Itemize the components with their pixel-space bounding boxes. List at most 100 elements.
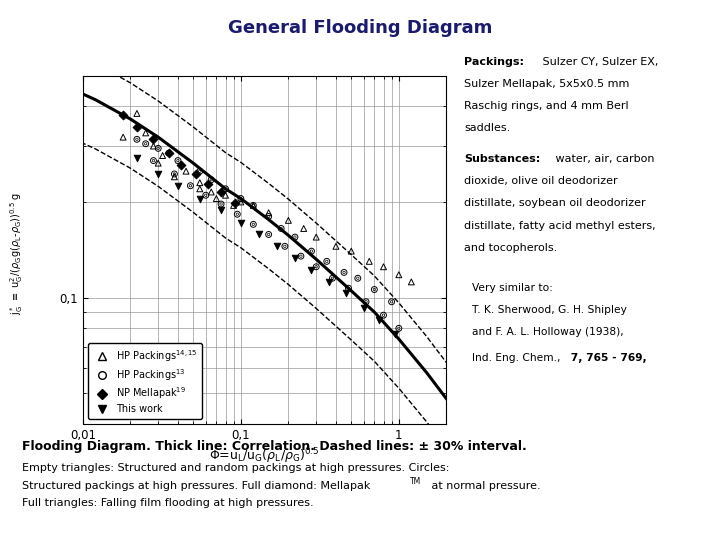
Point — [131, 123, 143, 131]
Legend: HP Packings$^{14,15}$, HP Packings$^{13}$, NP Mellapak$^{19}$, This work: HP Packings$^{14,15}$, HP Packings$^{13}… — [88, 343, 202, 419]
Point — [283, 216, 294, 225]
Point — [205, 176, 217, 184]
Point — [352, 274, 364, 282]
Point — [263, 208, 274, 217]
Point — [230, 199, 241, 208]
Point — [343, 284, 354, 293]
Text: water, air, carbon: water, air, carbon — [552, 154, 654, 164]
Point — [235, 219, 246, 227]
Point — [289, 254, 301, 262]
Point — [346, 247, 357, 255]
Point — [338, 268, 350, 276]
Text: saddles.: saddles. — [464, 123, 510, 133]
Text: Structured packings at high pressures. Full diamond: Mellapak: Structured packings at high pressures. F… — [22, 481, 370, 491]
Point — [117, 133, 129, 141]
Point — [215, 200, 227, 208]
Point — [352, 274, 364, 282]
Text: and F. A. L. Holloway (1938),: and F. A. L. Holloway (1938), — [472, 327, 624, 337]
Point — [185, 181, 197, 190]
Point — [330, 242, 342, 251]
Point — [202, 180, 214, 188]
Point — [172, 156, 184, 165]
Point — [163, 149, 174, 158]
Point — [148, 156, 159, 165]
Point — [340, 289, 351, 298]
Point — [295, 252, 307, 260]
Point — [323, 278, 335, 286]
Point — [168, 170, 180, 178]
Point — [310, 262, 322, 271]
Point — [140, 139, 151, 148]
Point — [263, 230, 274, 239]
Point — [180, 167, 192, 176]
Point — [295, 252, 307, 260]
Point — [148, 156, 159, 165]
Point — [220, 191, 231, 200]
Point — [117, 111, 129, 119]
Point — [168, 172, 180, 181]
Point — [210, 194, 222, 203]
Point — [374, 316, 385, 325]
Text: distillate, soybean oil deodorizer: distillate, soybean oil deodorizer — [464, 198, 646, 208]
Point — [185, 181, 197, 190]
Point — [194, 167, 205, 176]
Text: Substances:: Substances: — [464, 154, 541, 164]
Point — [148, 135, 159, 144]
Point — [271, 242, 283, 251]
Point — [153, 144, 164, 153]
Point — [190, 170, 202, 178]
Point — [289, 233, 301, 241]
Point — [153, 170, 164, 178]
Point — [215, 188, 227, 197]
Point — [220, 185, 231, 193]
Point — [131, 154, 143, 163]
Point — [205, 176, 217, 184]
Point — [194, 185, 205, 193]
Point — [393, 324, 405, 333]
Point — [232, 210, 243, 219]
Text: Empty triangles: Structured and random packings at high pressures. Circles:: Empty triangles: Structured and random p… — [22, 463, 449, 473]
Point — [364, 257, 375, 266]
Text: TM: TM — [410, 477, 422, 486]
Point — [248, 201, 259, 210]
Point — [205, 188, 217, 197]
Point — [194, 178, 205, 187]
Point — [306, 247, 318, 255]
Point — [310, 233, 322, 241]
Text: Packings:: Packings: — [464, 57, 524, 67]
Text: distillate, fatty acid methyl esters,: distillate, fatty acid methyl esters, — [464, 220, 656, 231]
Point — [168, 170, 180, 178]
Text: j$_{\rm G}^*$ $\equiv$ u$_{\rm G}^2$/$(\rho_{\rm G}$g$(\rho_{\rm L}$-$\rho_{\rm : j$_{\rm G}^*$ $\equiv$ u$_{\rm G}^2$/$(\… — [9, 192, 25, 315]
Text: Very similar to:: Very similar to: — [472, 282, 552, 293]
Point — [163, 149, 174, 158]
Point — [358, 303, 369, 312]
Point — [248, 201, 259, 210]
Point — [306, 247, 318, 255]
Point — [327, 274, 338, 282]
Point — [131, 109, 143, 118]
Point — [298, 224, 310, 233]
Point — [306, 266, 318, 274]
Point — [378, 262, 390, 271]
Point — [390, 329, 401, 338]
Point — [172, 156, 184, 165]
Point — [131, 135, 143, 144]
Point — [140, 139, 151, 148]
Point — [369, 285, 380, 294]
Point — [338, 268, 350, 276]
Point — [289, 233, 301, 241]
Text: dioxide, olive oil deodorizer: dioxide, olive oil deodorizer — [464, 176, 618, 186]
Point — [393, 271, 405, 279]
Text: and tocopherols.: and tocopherols. — [464, 242, 558, 253]
Text: 7, 765 - 769,: 7, 765 - 769, — [567, 353, 647, 363]
Point — [248, 201, 259, 210]
Point — [275, 224, 287, 233]
Text: Sulzer CY, Sulzer EX,: Sulzer CY, Sulzer EX, — [539, 57, 659, 67]
Point — [194, 194, 205, 203]
Text: Flooding Diagram. Thick line: Correlation. Dashed lines: ± 30% interval.: Flooding Diagram. Thick line: Correlatio… — [22, 440, 526, 453]
Text: Raschig rings, and 4 mm Berl: Raschig rings, and 4 mm Berl — [464, 101, 629, 111]
Point — [279, 242, 291, 251]
Point — [343, 284, 354, 293]
Point — [235, 198, 246, 206]
Point — [310, 262, 322, 271]
